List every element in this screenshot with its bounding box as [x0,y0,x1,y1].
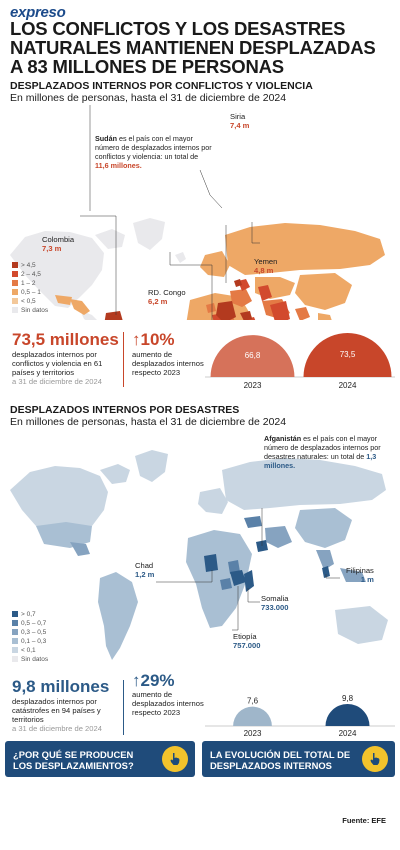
disasters-total-description: desplazados internos por catástrofes en … [12,697,101,724]
evolution-total-button[interactable]: LA EVOLUCIÓN DEL TOTAL DE DESPLAZADOS IN… [202,741,395,777]
disasters-total-date: a 31 de diciembre de 2024 [12,724,102,733]
chart-category-label: 2024 [339,729,357,738]
chart-category-label: 2023 [244,729,262,738]
conflicts-legend-item: 0,5 – 1 [12,289,41,297]
conflicts-total-date: a 31 de diciembre de 2024 [12,377,102,386]
disasters-change-value: ↑29% [132,671,175,690]
why-displacements-button[interactable]: ¿POR QUÉ SE PRODUCEN LOS DESPLAZAMIENTOS… [5,741,195,777]
chart-value-label: 66,8 [245,351,261,360]
conflicts-subtitle: En millones de personas, hasta el 31 de … [10,92,287,104]
disasters-subtitle: En millones de personas, hasta el 31 de … [10,416,287,428]
chart-value-label: 7,6 [247,697,259,706]
disasters-legend-item: Sin datos [12,656,48,664]
label-somalia: Somalia 733.000 [261,594,289,612]
disasters-legend-item: 0,1 – 0,3 [12,638,46,646]
disasters-total-value: 9,8 millones [12,677,110,696]
chart-bar-2024 [325,704,370,726]
main-title: LOS CONFLICTOS Y LOS DESASTRES NATURALES… [10,18,376,77]
label-chad: Chad 1,2 m [135,561,155,579]
disasters-bar-chart: 7,6 2023 9,8 2024 [205,694,395,738]
evolution-total-label: LA EVOLUCIÓN DEL TOTAL DE DESPLAZADOS IN… [210,749,351,771]
disasters-section-title: DESPLAZADOS INTERNOS POR DESASTRES [10,404,240,416]
chart-bar-2024 [303,333,392,377]
conflicts-annotation: Sudán es el país con el mayor número de … [95,134,212,170]
label-etiopia: Etiopía 757.000 [233,632,261,650]
label-rd-congo: RD. Congo 6,2 m [148,288,186,306]
conflicts-legend-item: Sin datos [12,307,48,315]
chart-bar-2023 [233,706,272,726]
chart-value-label: 73,5 [340,350,356,359]
disasters-legend-item: 0,5 – 0,7 [12,620,46,628]
chart-category-label: 2024 [339,381,357,390]
conflicts-legend-item: 1 – 2 [12,280,35,288]
label-siria: Siria 7,4 m [230,112,250,130]
disasters-legend-item: > 0,7 [12,611,36,619]
disasters-legend-item: 0,3 – 0,5 [12,629,46,637]
chart-category-label: 2023 [244,381,262,390]
disasters-change-description: aumento de desplazados internos respecto… [132,690,204,717]
hand-pointer-icon [362,746,388,772]
brand-logo: expreso [10,4,66,21]
label-filipinas: Filipinas 1 m [346,566,374,584]
label-colombia: Colombia 7,3 m [42,235,75,253]
conflicts-legend-item: 2 – 4,5 [12,271,41,279]
conflicts-total-description: desplazados internos por conflictos y vi… [12,350,103,377]
conflicts-change-description: aumento de desplazados internos respecto… [132,350,204,377]
label-yemen: Yemen 4,8 m [254,257,278,275]
conflicts-legend-item: < 0,5 [12,298,36,306]
conflicts-world-map [10,105,385,320]
conflicts-total-value: 73,5 millones [12,330,119,349]
chart-bar-2023 [210,335,295,377]
disasters-annotation: Afganistán es el país con el mayor númer… [264,434,381,470]
source-note: Fuente: EFE [342,816,386,825]
why-displacements-label: ¿POR QUÉ SE PRODUCEN LOS DESPLAZAMIENTOS… [13,749,134,771]
divider [123,332,124,387]
conflicts-legend-item: > 4,5 [12,262,36,270]
chart-value-label: 9,8 [342,694,354,703]
divider [123,680,124,735]
conflicts-bar-chart: 66,8 2023 73,5 2024 [205,333,395,390]
hand-pointer-icon [162,746,188,772]
conflicts-section-title: DESPLAZADOS INTERNOS POR CONFLICTOS Y VI… [10,80,313,92]
disasters-legend-item: < 0,1 [12,647,36,655]
conflicts-change-value: ↑10% [132,330,175,349]
disasters-world-map [10,450,388,660]
